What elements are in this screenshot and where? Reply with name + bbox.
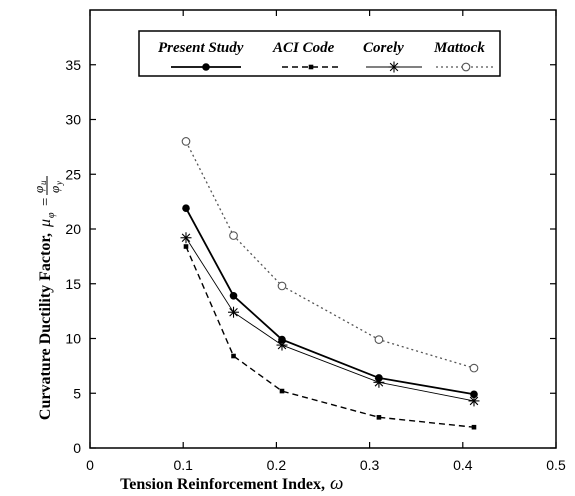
y-tick-label: 10	[65, 331, 81, 347]
y-tick-label: 30	[65, 112, 81, 128]
data-point-corely	[468, 395, 480, 407]
legend-marker-present-study	[202, 63, 210, 71]
x-tick-label: 0.5	[546, 457, 566, 473]
x-axis-symbol: ω	[330, 473, 343, 494]
data-point-mattock	[229, 231, 238, 240]
data-point-present-study	[229, 291, 238, 300]
y-axis-equals: =	[38, 197, 54, 207]
asterisk-stroke	[469, 396, 479, 406]
series-aci-code	[183, 244, 477, 430]
y-tick-label: 20	[65, 221, 81, 237]
legend: Present Study ACI Code Corely Mattock	[138, 30, 501, 77]
y-axis-numerator: φ	[31, 186, 46, 193]
asterisk-stroke	[181, 233, 191, 243]
y-axis-title-group: Curvature Ductility Factor, μ φ = φ u φ …	[31, 176, 64, 420]
legend-label-corely: Corely	[363, 40, 404, 56]
series-line-mattock	[185, 141, 475, 369]
x-tick-label: 0.3	[360, 457, 380, 473]
legend-marker-corely	[388, 61, 400, 73]
data-point-mattock	[181, 137, 191, 146]
data-point-mattock	[469, 363, 479, 373]
asterisk-stroke	[374, 378, 384, 387]
data-point-aci-code	[231, 353, 236, 359]
y-axis-mu-symbol: μ	[37, 219, 54, 228]
data-point-corely	[228, 306, 240, 318]
y-tick-label: 15	[65, 276, 81, 292]
data-point-aci-code	[471, 424, 477, 430]
data-point-aci-code	[183, 244, 189, 249]
legend-samples	[171, 61, 496, 73]
x-tick-label: 0.2	[267, 457, 287, 473]
series-line-corely	[185, 237, 475, 402]
y-tick-label: 35	[65, 57, 81, 73]
y-axis-denominator-subscript: y	[54, 181, 64, 186]
data-point-present-study	[182, 204, 190, 212]
legend-marker-mattock	[461, 62, 471, 72]
series-mattock	[181, 137, 479, 373]
asterisk-stroke	[277, 340, 287, 350]
series-line-aci-code	[185, 246, 475, 428]
y-axis-title: Curvature Ductility Factor,	[37, 233, 54, 420]
legend-label-mattock: Mattock	[433, 40, 485, 56]
data-point-mattock	[277, 281, 287, 291]
x-tick-label: 0.1	[173, 457, 193, 473]
x-tick-label: 0.4	[453, 457, 473, 473]
data-point-corely	[276, 339, 288, 351]
legend-box	[138, 30, 501, 77]
x-axis-title: Tension Reinforcement Index,	[120, 476, 325, 493]
x-tick-label: 0	[86, 457, 94, 473]
y-axis-denominator: φ	[47, 186, 62, 193]
data-point-aci-code	[376, 415, 382, 420]
y-tick-label: 25	[65, 166, 81, 182]
data-point-present-study	[470, 390, 478, 399]
legend-marker-aci-code	[308, 64, 314, 70]
data-point-aci-code	[279, 388, 285, 394]
data-point-corely	[180, 232, 192, 244]
data-point-corely	[373, 376, 385, 388]
legend-label-aci-code: ACI Code	[272, 40, 335, 56]
series-line-present-study	[185, 207, 475, 396]
y-axis-mu-subscript: φ	[46, 212, 57, 218]
y-tick-label: 0	[73, 440, 81, 456]
y-tick-label: 5	[73, 385, 81, 401]
asterisk-stroke	[389, 62, 399, 72]
series-corely	[180, 232, 480, 407]
asterisk-stroke	[229, 307, 238, 317]
y-axis-numerator-subscript: u	[38, 180, 48, 185]
data-point-mattock	[374, 335, 384, 344]
series-layer	[180, 137, 480, 430]
axis-ticks: 0 0.1 0.2 0.3 0.4 0.5 0 5 10 15 20 25 30 35	[65, 10, 566, 473]
legend-label-present-study: Present Study	[158, 40, 244, 56]
